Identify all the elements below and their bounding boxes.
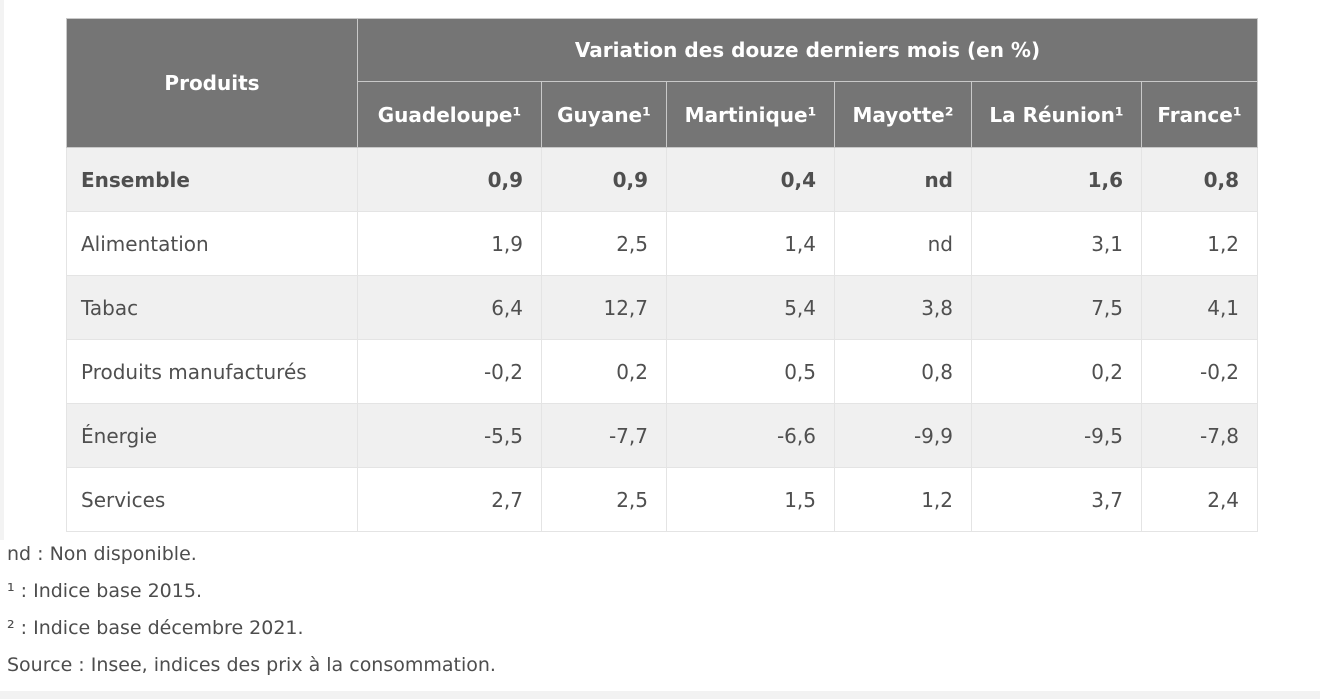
row-label: Services	[66, 467, 358, 532]
table-group-header: Variation des douze derniers mois (en %)	[356, 18, 1259, 82]
table-cell: 1,4	[666, 211, 835, 276]
footnote-base-2015: ¹ : Indice base 2015.	[7, 580, 202, 602]
table-cell: -9,5	[971, 403, 1142, 468]
table-cell: 0,8	[834, 339, 972, 404]
table-cell: 0,4	[666, 147, 835, 212]
table-cell: 0,2	[971, 339, 1142, 404]
table-row-energie: Énergie -5,5 -7,7 -6,6 -9,9 -9,5 -7,8	[66, 403, 1259, 468]
table-cell: -0,2	[357, 339, 542, 404]
row-label: Alimentation	[66, 211, 358, 276]
table-row-ensemble: Ensemble 0,9 0,9 0,4 nd 1,6 0,8	[66, 147, 1259, 212]
table-cell: 1,5	[666, 467, 835, 532]
table-cell: 1,2	[834, 467, 972, 532]
column-header-mayotte: Mayotte²	[834, 81, 972, 148]
table-cell: 4,1	[1140, 275, 1259, 340]
table-cell: 1,9	[357, 211, 542, 276]
table-cell: 0,9	[357, 147, 542, 212]
table-cell: 2,4	[1140, 467, 1259, 532]
table-cell: 1,6	[971, 147, 1142, 212]
table-cell: 0,5	[666, 339, 835, 404]
column-header-guadeloupe: Guadeloupe¹	[357, 81, 542, 148]
table-row-produits-manufactures: Produits manufacturés -0,2 0,2 0,5 0,8 0…	[66, 339, 1259, 404]
table-row-tabac: Tabac 6,4 12,7 5,4 3,8 7,5 4,1	[66, 275, 1259, 340]
table-cell: 3,1	[971, 211, 1142, 276]
table-cell: nd	[834, 211, 972, 276]
footnote-base-dec-2021: ² : Indice base décembre 2021.	[7, 617, 304, 639]
table-row-alimentation: Alimentation 1,9 2,5 1,4 nd 3,1 1,2	[66, 211, 1259, 276]
column-header-la-reunion: La Réunion¹	[971, 81, 1142, 148]
table-cell: -6,6	[666, 403, 835, 468]
column-header-france: France¹	[1140, 81, 1259, 148]
table-cell: 0,2	[541, 339, 667, 404]
row-label: Produits manufacturés	[66, 339, 358, 404]
footnote-source: Source : Insee, indices des prix à la co…	[7, 654, 496, 676]
table-cell: -7,8	[1140, 403, 1259, 468]
page-left-edge	[0, 0, 4, 540]
table-cell: 2,7	[357, 467, 542, 532]
page-bottom-edge	[0, 691, 1320, 699]
table-cell: -5,5	[357, 403, 542, 468]
table-cell: 2,5	[541, 211, 667, 276]
table-cell: 5,4	[666, 275, 835, 340]
table-cell: 7,5	[971, 275, 1142, 340]
table-cell: 12,7	[541, 275, 667, 340]
table-cell: nd	[834, 147, 972, 212]
footnotes: nd : Non disponible. ¹ : Indice base 201…	[7, 536, 496, 684]
column-header-martinique: Martinique¹	[666, 81, 835, 148]
table-row-services: Services 2,7 2,5 1,5 1,2 3,7 2,4	[66, 467, 1259, 532]
column-header-guyane: Guyane¹	[541, 81, 667, 148]
price-table-container: Produits Variation des douze derniers mo…	[66, 18, 1259, 532]
column-header-produits: Produits	[66, 18, 358, 148]
row-label: Ensemble	[66, 147, 358, 212]
row-label: Tabac	[66, 275, 358, 340]
table-cell: -7,7	[541, 403, 667, 468]
table-cell: 2,5	[541, 467, 667, 532]
price-variation-table: Produits Variation des douze derniers mo…	[66, 18, 1259, 532]
table-cell: 1,2	[1140, 211, 1259, 276]
table-cell: 0,8	[1140, 147, 1259, 212]
table-cell: 3,8	[834, 275, 972, 340]
footnote-nd: nd : Non disponible.	[7, 543, 197, 565]
row-label: Énergie	[66, 403, 358, 468]
table-cell: 3,7	[971, 467, 1142, 532]
table-cell: -9,9	[834, 403, 972, 468]
table-cell: 6,4	[357, 275, 542, 340]
table-cell: -0,2	[1140, 339, 1259, 404]
table-cell: 0,9	[541, 147, 667, 212]
